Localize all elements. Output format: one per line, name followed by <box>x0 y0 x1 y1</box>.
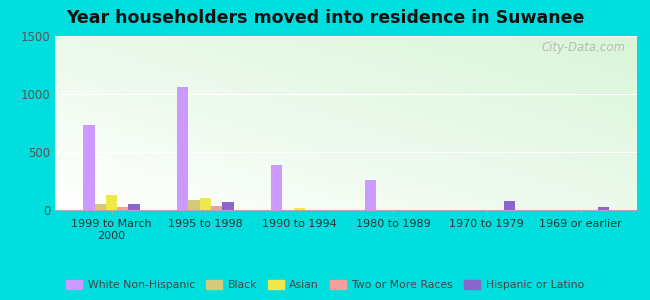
Bar <box>106 195 117 210</box>
Bar <box>294 208 305 210</box>
Bar <box>504 201 515 210</box>
Bar <box>177 87 188 210</box>
Bar <box>597 206 609 210</box>
Bar <box>129 204 140 210</box>
Bar <box>188 200 200 210</box>
Bar <box>365 180 376 210</box>
Bar <box>211 206 222 210</box>
Legend: White Non-Hispanic, Black, Asian, Two or More Races, Hispanic or Latino: White Non-Hispanic, Black, Asian, Two or… <box>62 275 588 295</box>
Text: City-Data.com: City-Data.com <box>541 41 625 54</box>
Bar <box>271 165 282 210</box>
Bar <box>83 125 95 210</box>
Text: Year householders moved into residence in Suwanee: Year householders moved into residence i… <box>66 9 584 27</box>
Bar <box>95 204 106 210</box>
Bar <box>117 206 129 210</box>
Bar <box>222 202 233 210</box>
Bar <box>200 198 211 210</box>
